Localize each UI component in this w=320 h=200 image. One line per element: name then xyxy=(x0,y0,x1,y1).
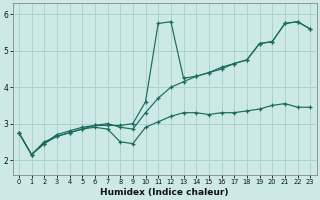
X-axis label: Humidex (Indice chaleur): Humidex (Indice chaleur) xyxy=(100,188,229,197)
